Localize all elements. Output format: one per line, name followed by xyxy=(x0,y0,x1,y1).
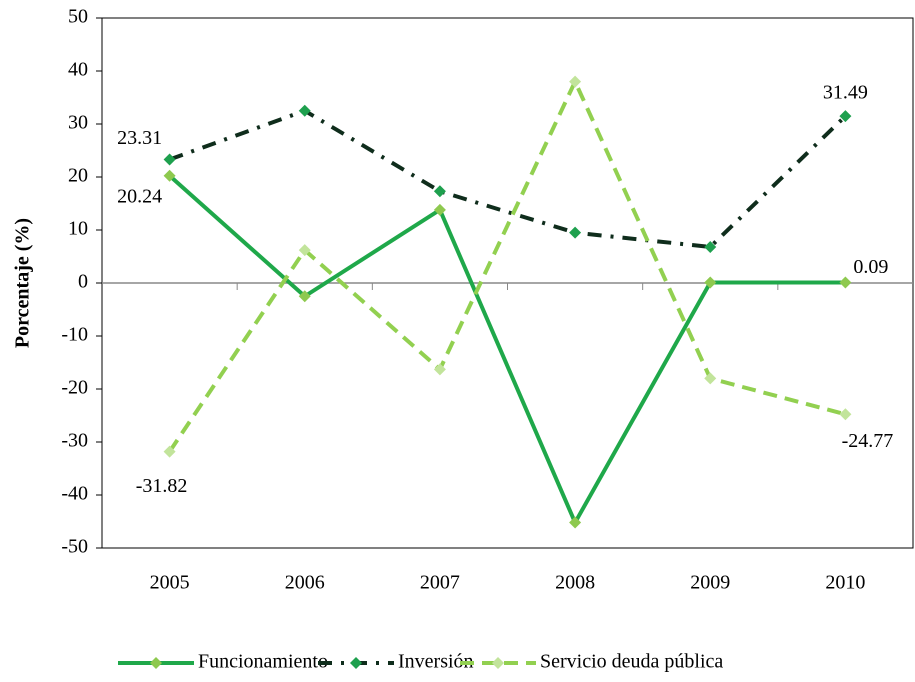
x-tick-label: 2009 xyxy=(690,572,730,594)
y-tick-label: -10 xyxy=(61,324,88,346)
point-marker xyxy=(298,290,311,303)
legend-marker xyxy=(350,657,362,669)
y-tick-label: 0 xyxy=(78,271,88,293)
legend-marker xyxy=(492,657,504,669)
y-axis-label: Porcentaje (%) xyxy=(12,218,34,348)
y-tick-label: -20 xyxy=(61,377,88,399)
y-tick-label: -40 xyxy=(61,483,88,505)
x-tick-label: 2010 xyxy=(825,572,865,594)
point-marker xyxy=(433,363,446,376)
x-tick-label: 2005 xyxy=(150,572,190,594)
x-tick-label: 2008 xyxy=(555,572,595,594)
point-marker xyxy=(839,110,852,123)
legend-label: Funcionamiento xyxy=(198,651,328,673)
y-tick-label: 30 xyxy=(68,112,88,134)
point-marker xyxy=(433,185,446,198)
legend-label: Inversión xyxy=(398,651,474,673)
y-tick-label: 10 xyxy=(68,218,88,240)
point-marker xyxy=(163,445,176,458)
series-line xyxy=(167,76,846,453)
data-label: 31.49 xyxy=(823,82,868,104)
point-marker xyxy=(433,203,446,216)
data-label: -31.82 xyxy=(136,475,188,497)
point-marker xyxy=(704,240,717,253)
point-marker xyxy=(839,408,852,421)
series-line xyxy=(168,174,846,528)
x-tick-label: 2006 xyxy=(285,572,325,594)
y-tick-label: -30 xyxy=(61,430,88,452)
y-tick-label: 20 xyxy=(68,165,88,187)
data-label: 20.24 xyxy=(117,185,162,207)
point-marker xyxy=(569,75,582,88)
x-tick-label: 2007 xyxy=(420,572,460,594)
data-label: 23.31 xyxy=(117,127,162,149)
legend-label: Servicio deuda pública xyxy=(540,651,723,673)
data-label: 0.09 xyxy=(853,256,888,278)
point-marker xyxy=(839,276,852,289)
y-tick-label: 50 xyxy=(68,6,88,28)
y-tick-label: 40 xyxy=(68,59,88,81)
point-marker xyxy=(163,169,176,182)
point-marker xyxy=(163,153,176,166)
data-label: -24.77 xyxy=(842,430,894,452)
point-marker xyxy=(569,516,582,529)
y-tick-label: -50 xyxy=(61,536,88,558)
point-marker xyxy=(569,226,582,239)
legend-marker xyxy=(150,657,162,669)
point-marker xyxy=(704,372,717,385)
point-marker xyxy=(704,276,717,289)
point-marker xyxy=(298,244,311,257)
point-marker xyxy=(298,104,311,117)
